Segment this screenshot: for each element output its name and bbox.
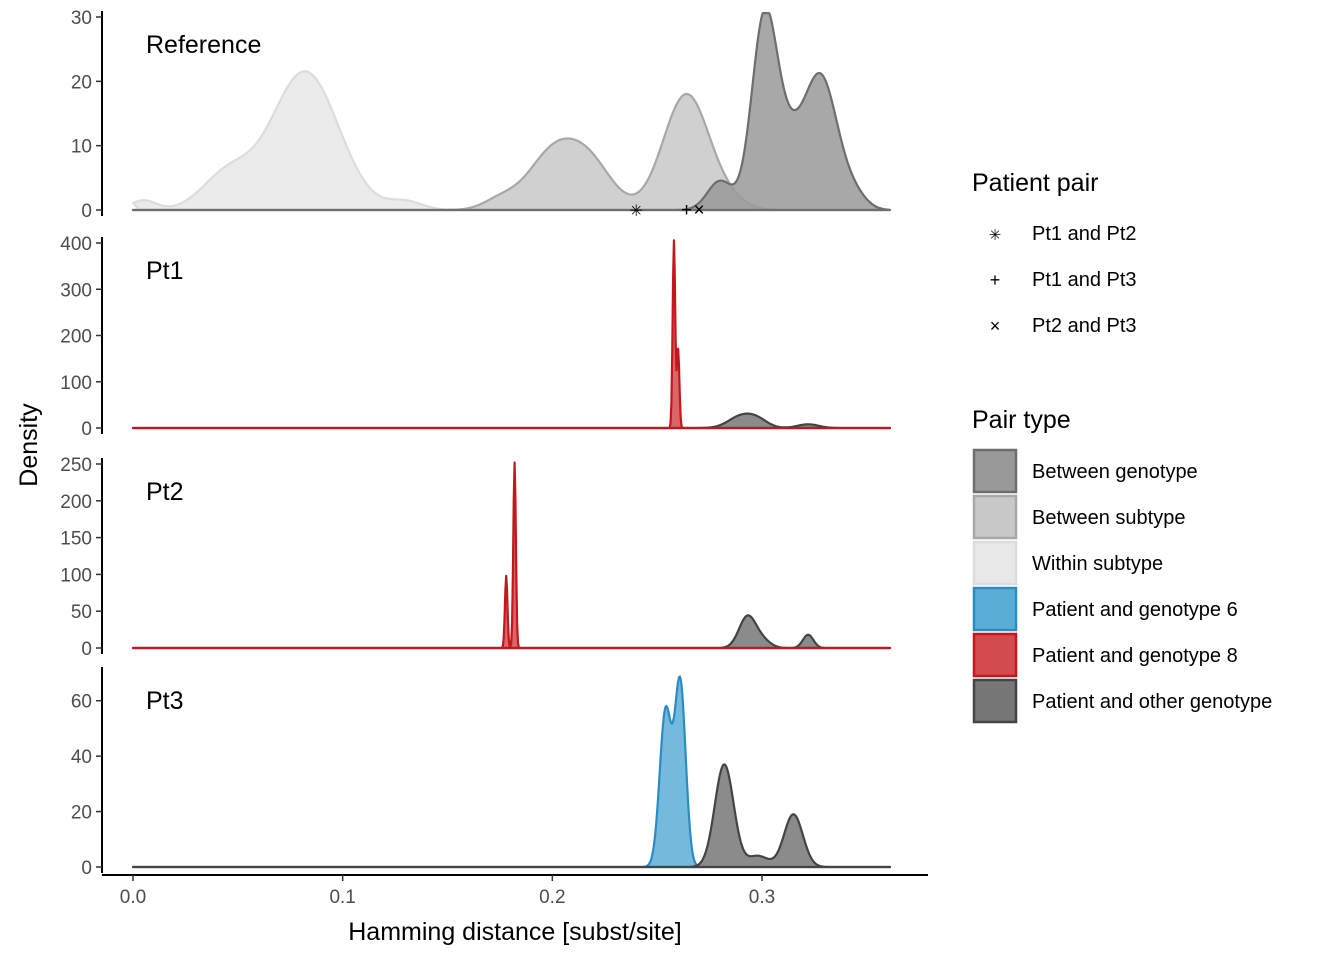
panel-reference: 0 10 20 30 ✳ + × Reference	[71, 8, 892, 222]
y-tick-label: 10	[71, 137, 92, 158]
y-tick-label: 60	[71, 692, 92, 713]
legend-label: Within subtype	[1032, 553, 1163, 575]
x-tick-label: 0.2	[539, 887, 565, 908]
density-area-patient-and-other-genotype	[131, 763, 892, 869]
legend-swatch	[972, 540, 1018, 586]
y-tick-label: 100	[60, 565, 92, 586]
legend-swatch	[972, 632, 1018, 678]
density-area-between-genotype	[131, 12, 892, 212]
y-tick-label: 250	[60, 455, 92, 476]
panel-pt2: 0 50 100 150 200 250 Pt2	[60, 455, 892, 660]
legend-label: Between subtype	[1032, 507, 1185, 529]
y-tick-label: 0	[81, 858, 92, 879]
legend-swatch	[972, 448, 1018, 494]
y-tick-label: 30	[71, 8, 92, 29]
legend-swatch	[972, 678, 1018, 724]
y-tick-label: 0	[81, 419, 92, 440]
legend-label: Pt2 and Pt3	[1032, 315, 1137, 337]
y-tick-label: 50	[71, 602, 92, 623]
panel-label: Reference	[146, 31, 261, 59]
pair-point-pt1-and-pt2: ✳	[629, 203, 642, 220]
legend-label: Patient and genotype 8	[1032, 645, 1238, 667]
density-area-patient-and-genotype-6	[131, 675, 892, 869]
legend-swatch	[972, 494, 1018, 540]
y-tick-label: 100	[60, 373, 92, 394]
legend-title: Pair type	[972, 406, 1071, 434]
x-tick-label: 0.0	[120, 887, 146, 908]
legend-label: Between genotype	[1032, 461, 1198, 483]
panel-label: Pt2	[146, 478, 184, 506]
y-tick-label: 40	[71, 747, 92, 768]
y-tick-label: 200	[60, 327, 92, 348]
density-area-patient-and-genotype-8	[131, 239, 892, 430]
legend-pair-type: Pair type Between genotype Between subtype…	[972, 406, 1272, 724]
legend-symbol: ×	[990, 316, 1001, 336]
legend-title: Patient pair	[972, 169, 1098, 197]
legend-symbol: +	[990, 270, 1001, 290]
y-tick-label: 150	[60, 529, 92, 550]
legend-label: Patient and genotype 6	[1032, 599, 1238, 621]
y-tick-label: 200	[60, 492, 92, 513]
y-tick-label: 20	[71, 803, 92, 824]
y-axis-title: Density	[15, 403, 43, 487]
x-tick-label: 0.3	[749, 887, 775, 908]
legend-label: Pt1 and Pt2	[1032, 223, 1137, 245]
density-area-patient-and-genotype-8	[131, 461, 892, 650]
x-axis-title: Hamming distance [subst/site]	[348, 918, 681, 946]
panel-label: Pt1	[146, 257, 184, 285]
density-area-patient-and-other-genotype	[131, 412, 892, 430]
pair-point-pt1-and-pt3: +	[681, 200, 692, 221]
panel-pt3: 0 20 40 60 Pt3	[71, 667, 892, 879]
x-tick-label: 0.1	[329, 887, 355, 908]
y-tick-label: 20	[71, 72, 92, 93]
y-tick-label: 0	[81, 201, 92, 222]
legend-symbol: ✳	[989, 227, 1002, 244]
y-tick-label: 400	[60, 234, 92, 255]
panel-pt1: 0 100 200 300 400 Pt1	[60, 234, 892, 440]
y-tick-label: 0	[81, 639, 92, 660]
panel-label: Pt3	[146, 687, 184, 715]
legend-swatch	[972, 586, 1018, 632]
legend-label: Patient and other genotype	[1032, 691, 1272, 713]
legend-label: Pt1 and Pt3	[1032, 269, 1137, 291]
legend-patient-pair: Patient pair ✳ Pt1 and Pt2 + Pt1 and Pt3 × Pt2…	[972, 169, 1137, 337]
y-tick-label: 300	[60, 280, 92, 301]
pair-point-pt2-and-pt3: ×	[694, 200, 705, 221]
